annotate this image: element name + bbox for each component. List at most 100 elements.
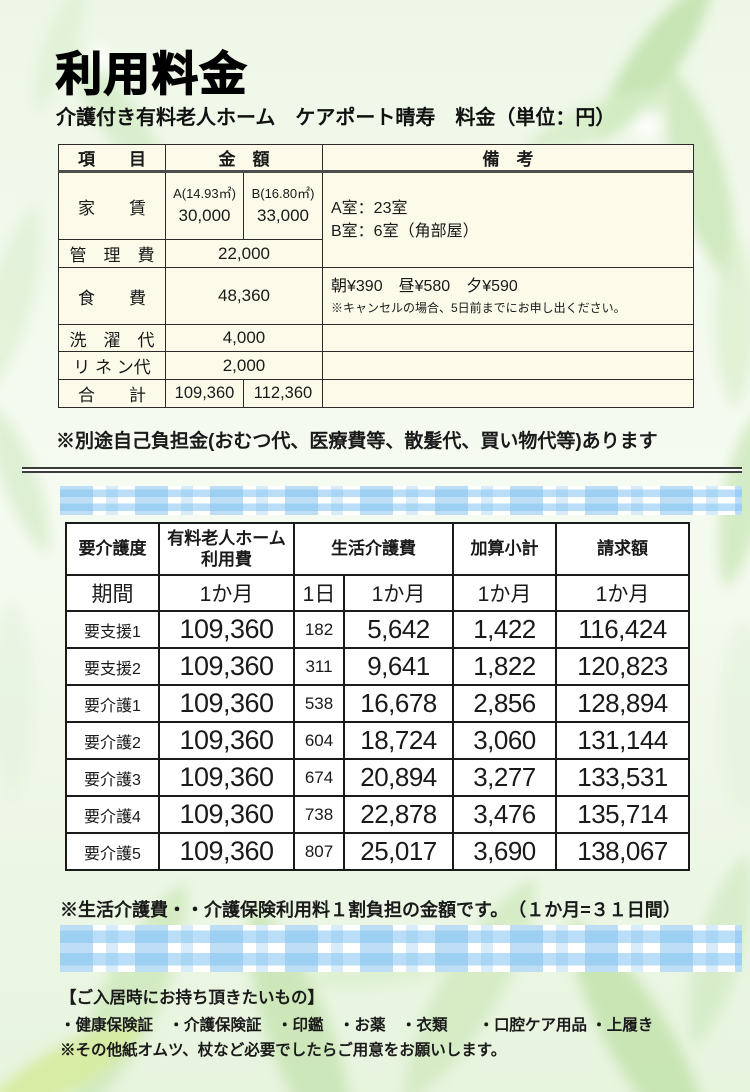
home-fee: 109,360 bbox=[158, 795, 295, 834]
period-month-1: 1か月 bbox=[158, 574, 295, 612]
rent-a-cell: A(14.93㎡) 30,000 bbox=[165, 171, 244, 240]
rent-remark-cell: A室：23室 B室：6室（角部屋） bbox=[322, 171, 694, 268]
table-row: 要支援2 109,360 311 9,641 1,822 120,823 bbox=[65, 647, 690, 686]
care-level: 要介護2 bbox=[65, 721, 160, 760]
monthly-fee: 16,678 bbox=[343, 684, 454, 723]
total-remark-cell bbox=[322, 379, 694, 408]
fee-row-linen: リ ネ ン代 2,000 bbox=[58, 351, 694, 380]
rent-b-label: B(16.80㎡) bbox=[251, 186, 315, 202]
daily-fee: 538 bbox=[293, 684, 345, 723]
linen-label: リ ネ ン代 bbox=[58, 351, 166, 380]
bring-items: ・健康保険証 ・介護保険証 ・印鑑 ・お薬 ・衣類 ・口腔ケア用品 ・上履き bbox=[60, 1017, 654, 1034]
daily-fee: 738 bbox=[293, 795, 345, 834]
addition-subtotal: 2,856 bbox=[452, 684, 557, 723]
addition-subtotal: 3,060 bbox=[452, 721, 557, 760]
table-row: 要介護3 109,360 674 20,894 3,277 133,531 bbox=[65, 758, 690, 797]
care-level: 要支援2 bbox=[65, 647, 160, 686]
rent-a-label: A(14.93㎡) bbox=[173, 186, 236, 202]
monthly-fee: 22,878 bbox=[343, 795, 454, 834]
rent-b-cell: B(16.80㎡) 33,000 bbox=[243, 171, 323, 240]
addition-subtotal: 1,422 bbox=[452, 610, 557, 649]
billing-amount: 128,894 bbox=[555, 684, 690, 723]
meal-value: 48,360 bbox=[165, 267, 323, 325]
total-a-value: 109,360 bbox=[165, 379, 244, 408]
daily-fee: 311 bbox=[293, 647, 345, 686]
monthly-fee: 5,642 bbox=[343, 610, 454, 649]
table-row: 要介護5 109,360 807 25,017 3,690 138,067 bbox=[65, 832, 690, 871]
addition-subtotal: 3,277 bbox=[452, 758, 557, 797]
billing-amount: 116,424 bbox=[555, 610, 690, 649]
period-month-4: 1か月 bbox=[555, 574, 690, 612]
management-value: 22,000 bbox=[165, 239, 323, 268]
monthly-fee: 18,724 bbox=[343, 721, 454, 760]
fee-row-rent: 家 賃 A(14.93㎡) 30,000 B(16.80㎡) 33,000 A室… bbox=[58, 171, 694, 268]
header-life-care: 生活介護費 bbox=[293, 522, 454, 576]
fee-row-meals: 食 費 48,360 朝¥390 昼¥580 夕¥590 ※キャンセルの場合、5… bbox=[58, 267, 694, 325]
table-row: 要介護4 109,360 738 22,878 3,476 135,714 bbox=[65, 795, 690, 834]
billing-amount: 131,144 bbox=[555, 721, 690, 760]
fee-col-amount: 金 額 bbox=[165, 144, 323, 173]
laundry-remark-cell bbox=[322, 324, 694, 352]
fee-row-management: 管 理 費 22,000 bbox=[58, 239, 694, 268]
care-table-header-row: 要介護度 有料老人ホーム 利用費 生活介護費 加算小計 請求額 bbox=[65, 522, 690, 576]
header-subtotal: 加算小計 bbox=[452, 522, 557, 576]
care-level: 要支援1 bbox=[65, 610, 160, 649]
daily-fee: 182 bbox=[293, 610, 345, 649]
page-subtitle: 介護付き有料老人ホーム ケアポート晴寿 料金（単位：円） bbox=[56, 107, 616, 129]
header-care-level: 要介護度 bbox=[65, 522, 160, 576]
header-home-fee-line2: 利用費 bbox=[201, 550, 252, 569]
rent-b-value: 33,000 bbox=[257, 205, 309, 225]
care-level: 要介護1 bbox=[65, 684, 160, 723]
home-fee: 109,360 bbox=[158, 610, 295, 649]
care-level-table: 要介護度 有料老人ホーム 利用費 生活介護費 加算小計 請求額 期間 1か月 1… bbox=[65, 522, 690, 871]
rent-label: 家 賃 bbox=[58, 171, 166, 240]
total-label: 合 計 bbox=[58, 379, 166, 408]
home-fee: 109,360 bbox=[158, 647, 295, 686]
self-pay-note: ※別途自己負担金(おむつ代、医療費等、散髪代、買い物代等)あります bbox=[56, 431, 658, 452]
addition-subtotal: 3,690 bbox=[452, 832, 557, 871]
monthly-fee: 25,017 bbox=[343, 832, 454, 871]
bring-section: 【ご入居時にお持ち頂きたいもの】 ・健康保険証 ・介護保険証 ・印鑑 ・お薬 ・… bbox=[60, 984, 653, 1060]
home-fee: 109,360 bbox=[158, 758, 295, 797]
laundry-value: 4,000 bbox=[165, 324, 323, 352]
care-table-period-row: 期間 1か月 1日 1か月 1か月 1か月 bbox=[65, 574, 690, 612]
management-label: 管 理 費 bbox=[58, 239, 166, 268]
monthly-fee: 9,641 bbox=[343, 647, 454, 686]
rent-remark-line1: A室：23室 bbox=[331, 199, 408, 217]
header-home-fee-line1: 有料老人ホーム bbox=[167, 528, 286, 548]
billing-amount: 133,531 bbox=[555, 758, 690, 797]
meal-label: 食 費 bbox=[58, 267, 166, 325]
home-fee: 109,360 bbox=[158, 832, 295, 871]
meal-remark-line1: 朝¥390 昼¥580 夕¥590 bbox=[331, 278, 518, 296]
linen-remark-cell bbox=[322, 351, 694, 380]
rent-a-value: 30,000 bbox=[178, 205, 231, 225]
table-row: 要介護2 109,360 604 18,724 3,060 131,144 bbox=[65, 721, 690, 760]
total-b-value: 112,360 bbox=[243, 379, 323, 408]
period-month-2: 1か月 bbox=[343, 574, 454, 612]
gingham-ribbon-top bbox=[60, 486, 742, 515]
period-day: 1日 bbox=[293, 574, 345, 612]
home-fee: 109,360 bbox=[158, 684, 295, 723]
header-billing: 請求額 bbox=[555, 522, 690, 576]
bring-heading: 【ご入居時にお持ち頂きたいもの】 bbox=[60, 989, 324, 1007]
bring-note: ※その他紙オムツ、杖など必要でしたらご用意をお願いします。 bbox=[60, 1042, 507, 1059]
period-label: 期間 bbox=[65, 574, 160, 612]
monthly-fee: 20,894 bbox=[343, 758, 454, 797]
care-level: 要介護3 bbox=[65, 758, 160, 797]
fee-table: 項 目 金 額 備 考 家 賃 A(14.93㎡) 30,000 B(16.80… bbox=[58, 144, 694, 408]
addition-subtotal: 3,476 bbox=[452, 795, 557, 834]
daily-fee: 674 bbox=[293, 758, 345, 797]
daily-fee: 604 bbox=[293, 721, 345, 760]
fee-row-laundry: 洗 濯 代 4,000 bbox=[58, 324, 694, 352]
laundry-label: 洗 濯 代 bbox=[58, 324, 166, 352]
fee-col-remarks: 備 考 bbox=[322, 144, 694, 173]
table-row: 要介護1 109,360 538 16,678 2,856 128,894 bbox=[65, 684, 690, 723]
double-line-divider bbox=[22, 467, 742, 473]
period-month-3: 1か月 bbox=[452, 574, 557, 612]
gingham-ribbon-bottom bbox=[60, 925, 742, 972]
care-level: 要介護5 bbox=[65, 832, 160, 871]
fee-col-item: 項 目 bbox=[58, 144, 166, 173]
billing-amount: 135,714 bbox=[555, 795, 690, 834]
fee-row-total: 合 計 109,360 112,360 bbox=[58, 379, 694, 408]
